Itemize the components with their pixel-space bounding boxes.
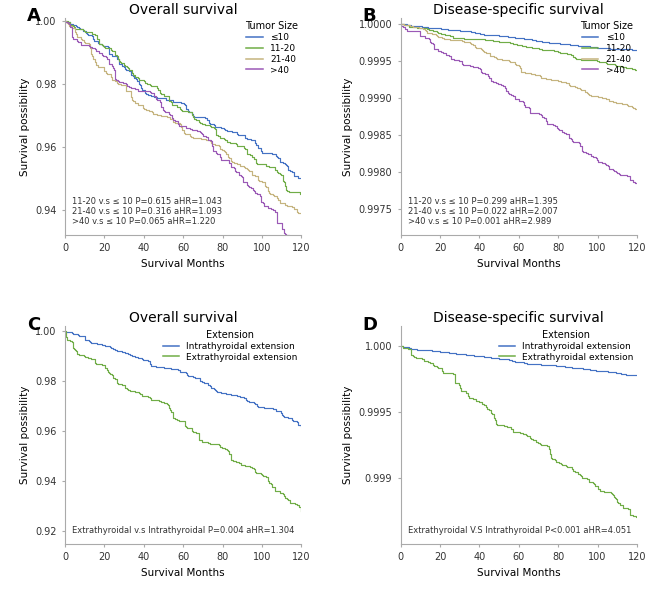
Title: Disease-specific survival: Disease-specific survival	[434, 311, 604, 325]
Legend: Intrathyroidal extension, Extrathyroidal extension: Intrathyroidal extension, Extrathyroidal…	[497, 328, 635, 363]
Title: Overall survival: Overall survival	[129, 2, 237, 17]
Legend: ≤10, 11-20, 21-40, >40: ≤10, 11-20, 21-40, >40	[243, 20, 300, 76]
Text: Extrathyroidal v.s Intrathyroidal P=0.004 aHR=1.304: Extrathyroidal v.s Intrathyroidal P=0.00…	[72, 526, 294, 535]
Text: B: B	[363, 7, 376, 25]
Legend: ≤10, 11-20, 21-40, >40: ≤10, 11-20, 21-40, >40	[578, 20, 635, 76]
Y-axis label: Survival possibility: Survival possibility	[343, 77, 353, 176]
Text: 11-20 v.s ≤ 10 P=0.299 aHR=1.395
21-40 v.s ≤ 10 P=0.022 aHR=2.007
>40 v.s ≤ 10 P: 11-20 v.s ≤ 10 P=0.299 aHR=1.395 21-40 v…	[408, 197, 558, 226]
X-axis label: Survival Months: Survival Months	[477, 567, 561, 577]
Title: Disease-specific survival: Disease-specific survival	[434, 2, 604, 17]
X-axis label: Survival Months: Survival Months	[141, 567, 225, 577]
Text: A: A	[27, 7, 41, 25]
Text: D: D	[363, 316, 378, 333]
Text: Extrathyroidal V.S Intrathyroidal P<0.001 aHR=4.051: Extrathyroidal V.S Intrathyroidal P<0.00…	[408, 526, 631, 535]
Text: 11-20 v.s ≤ 10 P=0.615 aHR=1.043
21-40 v.s ≤ 10 P=0.316 aHR=1.093
>40 v.s ≤ 10 P: 11-20 v.s ≤ 10 P=0.615 aHR=1.043 21-40 v…	[72, 197, 222, 226]
X-axis label: Survival Months: Survival Months	[141, 259, 225, 269]
Y-axis label: Survival possibility: Survival possibility	[343, 386, 353, 484]
Y-axis label: Survival possibility: Survival possibility	[20, 386, 30, 484]
Text: C: C	[27, 316, 40, 333]
X-axis label: Survival Months: Survival Months	[477, 259, 561, 269]
Title: Overall survival: Overall survival	[129, 311, 237, 325]
Y-axis label: Survival possibility: Survival possibility	[20, 77, 30, 176]
Legend: Intrathyroidal extension, Extrathyroidal extension: Intrathyroidal extension, Extrathyroidal…	[161, 328, 300, 363]
